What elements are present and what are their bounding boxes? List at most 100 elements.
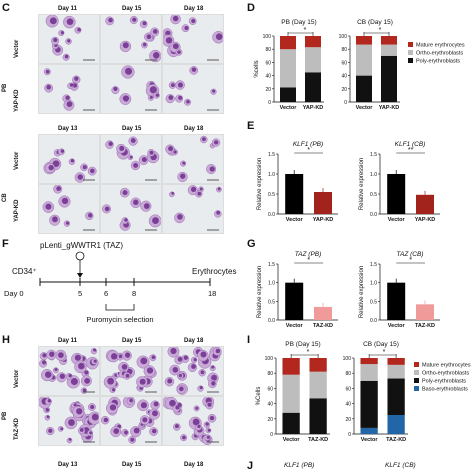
panel-d: PB (Day 15) 0 20 40 60 80 100 %cells Vector YAP-K… [250,8,474,118]
cell-nucleus [104,206,110,212]
chart-g: TAZ (PB) 0.0 0.5 1.0 1.5 Relative expression V… [257,251,440,329]
h-day-label-6: Day 18 [184,462,204,468]
bar-segment [309,371,327,399]
y-tick-label: 0.5 [268,299,275,305]
cell-nucleus [200,351,207,358]
cell-nucleus [200,370,205,375]
micrograph-image [100,14,162,64]
micrograph-cells [105,136,160,181]
y-tick-label: 0 [268,100,271,106]
x-tick-label: Vector [286,217,304,223]
cell-nucleus [48,164,54,171]
y-tick-label: 60 [345,386,351,392]
cell-nucleus [175,405,180,410]
micrograph-image [162,134,224,184]
bar-segment [280,36,296,50]
y-tick-label: 40 [267,402,273,408]
micrograph-cells [165,135,221,183]
cell-nucleus [74,76,79,81]
bar-segment [381,44,397,56]
cell-nucleus [177,50,181,54]
timeline-day-label: 8 [132,289,136,298]
cell-nucleus [168,146,174,152]
legend-label: Poly-erythroblasts [422,379,466,385]
y-tick-label: 80 [267,371,273,377]
legend-label: Baso-erythroblasts [422,387,468,393]
y-tick-label: 100 [343,356,352,362]
x-tick-label: TAZ-KD [313,323,333,329]
cell-nucleus [58,352,64,358]
cell-nucleus [91,413,99,421]
y-tick-label: 80 [345,371,351,377]
y-tick-label: 1.0 [268,172,275,178]
bar-segment [282,358,300,375]
y-tick-label: 40 [345,402,351,408]
bar-segment [360,358,378,365]
c-day-label-3: Day 18 [184,6,204,12]
micrograph-image [162,396,224,446]
x-tick-label: Vector [361,437,379,443]
y-tick-label: 0.0 [268,212,275,218]
cell-nucleus [109,404,117,411]
legend-label: Mature erythrocytes [416,43,465,49]
cell-nucleus [53,37,58,43]
cell-nucleus [88,213,93,218]
y-tick-label: 0.5 [370,299,377,305]
cell-nucleus [84,370,89,375]
micrograph-cells [111,65,160,111]
micrograph-cells [163,15,223,61]
cell-nucleus [110,353,118,360]
cell-nucleus [60,31,64,35]
micrograph-cells [169,185,222,231]
y-axis-label: Relative expression [257,158,263,210]
cell-nucleus [172,43,179,50]
cell-nucleus [42,360,47,365]
y-tick-label: 60 [267,386,273,392]
cell-nucleus [69,83,74,87]
cell-nucleus [142,417,148,423]
micrograph-cells [45,15,95,61]
y-tick-label: 1.5 [370,152,377,158]
cell-nucleus [183,355,188,360]
cell-nucleus [206,435,210,439]
cell-nucleus [68,373,72,378]
bar-segment [387,364,405,379]
y-tick-label: 1.5 [268,152,275,158]
bar [285,174,304,214]
chart-title: CB (Day 15) [357,19,393,26]
cell-nucleus [190,186,197,192]
c-row-label-kd: YAP-KD [14,89,20,112]
y-tick-label: 60 [265,60,271,66]
cell-nucleus [216,210,221,215]
cell-nucleus [184,26,189,31]
h-day-label-4: Day 13 [58,462,78,468]
cell-nucleus [46,415,50,419]
y-tick-label: 80 [341,47,347,53]
bar [416,304,434,320]
cell-nucleus [197,191,202,196]
y-tick-label: 0 [344,100,347,106]
cell-nucleus [149,95,153,99]
cell-nucleus [212,89,216,93]
y-tick-label: 1.0 [370,172,377,178]
bar [387,282,406,320]
cell-nucleus [211,381,216,386]
y-axis-label: Relative expression [359,158,365,210]
cell-nucleus [74,354,82,361]
micrograph-image [100,346,162,396]
panel-label-h: H [2,334,10,346]
micrograph-image [100,184,162,234]
cell-nucleus [122,190,128,196]
panel-label-f: F [2,238,9,250]
cell-nucleus [45,69,50,74]
cell-nucleus [143,203,150,209]
bar-segment [282,374,300,413]
bar-chart: KLF1 (PB) 0.0 0.5 1.0 1.5 Relative expression… [257,141,338,223]
cell-nucleus [47,398,52,403]
micrograph-image [38,396,100,446]
panel-label-c: C [2,2,10,14]
cell-nucleus [89,431,93,435]
cell-nucleus [68,437,72,441]
cell-nucleus [45,203,52,210]
timeline-day-label: 6 [104,289,108,298]
